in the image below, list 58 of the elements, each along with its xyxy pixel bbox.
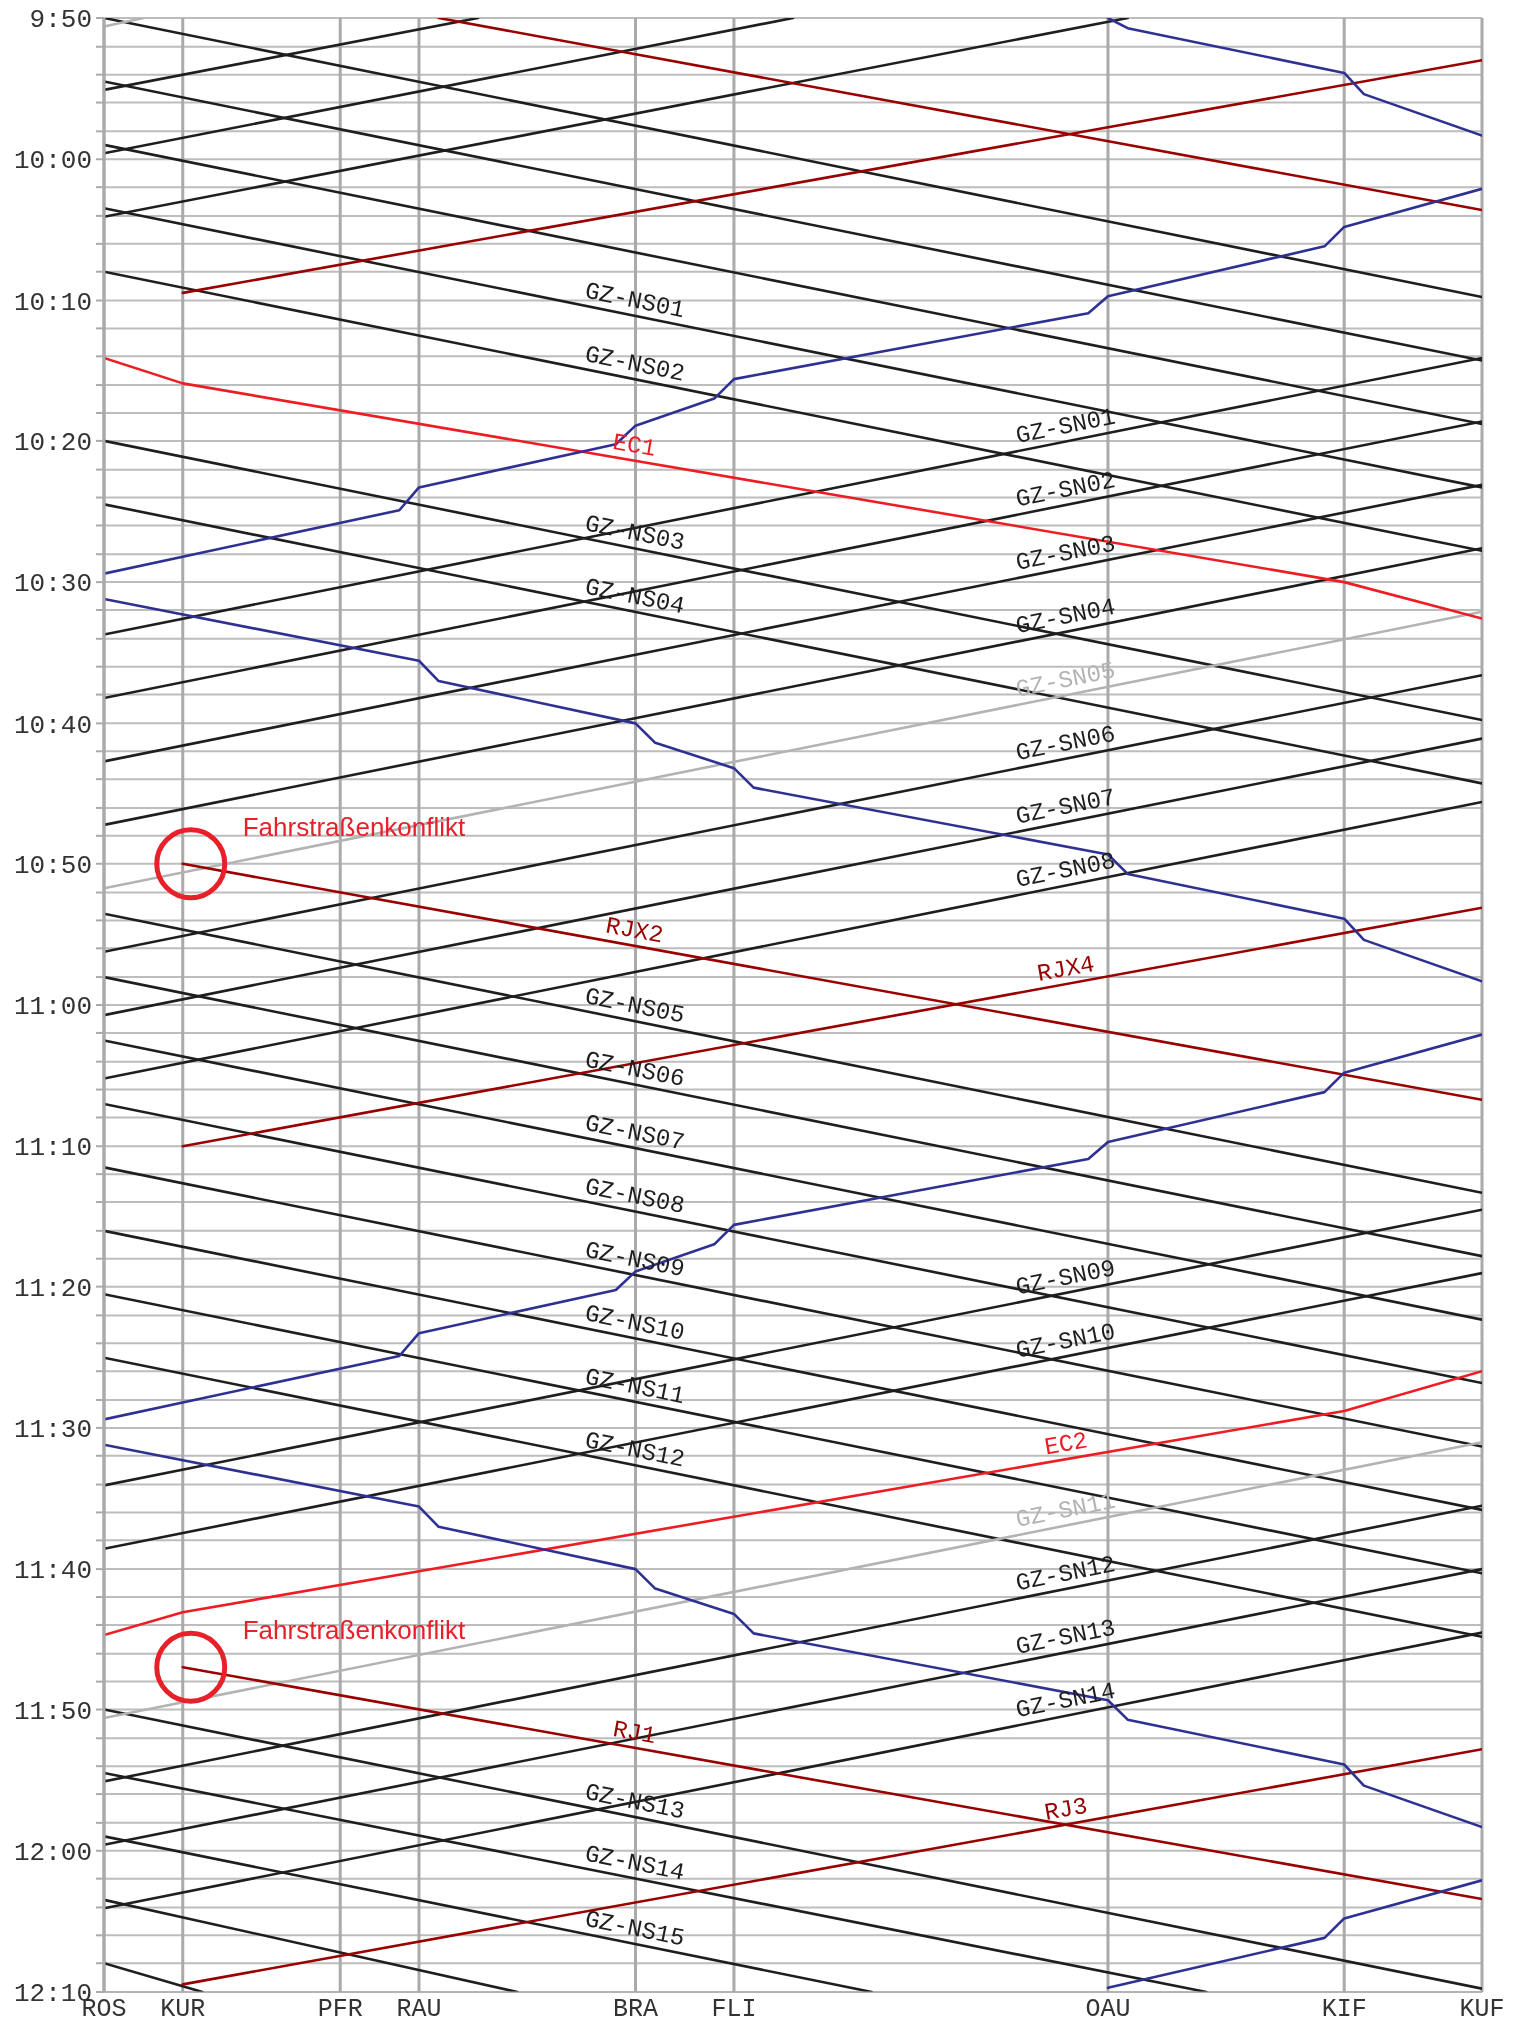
y-tick-label: 10:50 [13,850,92,881]
y-tick-label: 10:30 [13,569,92,600]
y-tick-label: 9:50 [29,5,92,36]
y-tick-label: 10:40 [13,710,92,741]
text: GZ-NS13 [582,1778,687,1826]
x-tick-label: RAU [396,1994,442,2024]
x-tick-label: KUR [160,1994,206,2024]
annotation: Fahrstraßenkonflikt [242,1615,467,1646]
text: GZ-NS07 [582,1109,687,1157]
text: GZ-SN06 [1013,720,1118,768]
y-tick-label: 10:20 [13,428,92,459]
text: GZ-SN02 [1013,467,1118,514]
y-tick-label: 12:00 [13,1837,92,1868]
text: GZ-NS10 [582,1300,687,1347]
text: GZ-SN08 [1013,847,1118,894]
text: GZ-NS14 [582,1840,687,1887]
text: RJ1 [610,1715,658,1751]
text: GZ-SN10 [1013,1318,1118,1365]
x-tick-label: KIF [1321,1994,1367,2024]
y-tick-label: 10:10 [13,287,92,318]
text: RJ3 [1042,1792,1090,1827]
text: RJX2 [603,912,666,950]
text: GZ-SN12 [1013,1551,1118,1598]
y-tick-label: 11:00 [13,992,92,1023]
text: GZ-SN11 [1013,1487,1118,1534]
x-tick-label: OAU [1085,1994,1131,2024]
text: GZ-NS09 [582,1236,687,1284]
x-tick-label: PFR [317,1994,363,2024]
text: GZ-NS06 [582,1046,687,1094]
text: RJX4 [1035,950,1097,988]
text: GZ-NS03 [582,510,687,557]
y-tick-label: 11:30 [13,1415,92,1446]
x-tick-label: FLI [711,1994,757,2024]
y-tick-label: 11:20 [13,1273,92,1304]
y-tick-label: 11:10 [13,1133,92,1164]
text: GZ-SN01 [1013,403,1118,450]
text: EC1 [610,428,658,463]
y-tick-label: 10:00 [13,146,92,177]
text: GZ-SN04 [1013,593,1118,641]
text: EC2 [1042,1427,1090,1462]
text: GZ-SN05 [1013,657,1118,704]
y-tick-label: 11:40 [13,1556,92,1587]
text: GZ-NS02 [582,341,687,388]
text: GZ-NS05 [582,983,687,1030]
y-tick-label: 11:50 [13,1696,92,1727]
text: GZ-SN07 [1013,784,1118,831]
text: GZ-NS11 [582,1363,687,1411]
text: GZ-NS08 [582,1173,687,1220]
text: GZ-NS12 [582,1427,687,1474]
text: GZ-NS01 [582,277,687,325]
text: GZ-NS15 [582,1905,687,1953]
text: GZ-SN03 [1013,530,1118,577]
annotation: Fahrstraßenkonflikt [242,811,467,842]
x-tick-label: KUF [1459,1994,1505,2024]
text: GZ-SN13 [1013,1614,1118,1661]
text: GZ-SN09 [1013,1255,1118,1302]
text: GZ-SN14 [1013,1677,1118,1725]
x-tick-label: BRA [613,1994,659,2024]
